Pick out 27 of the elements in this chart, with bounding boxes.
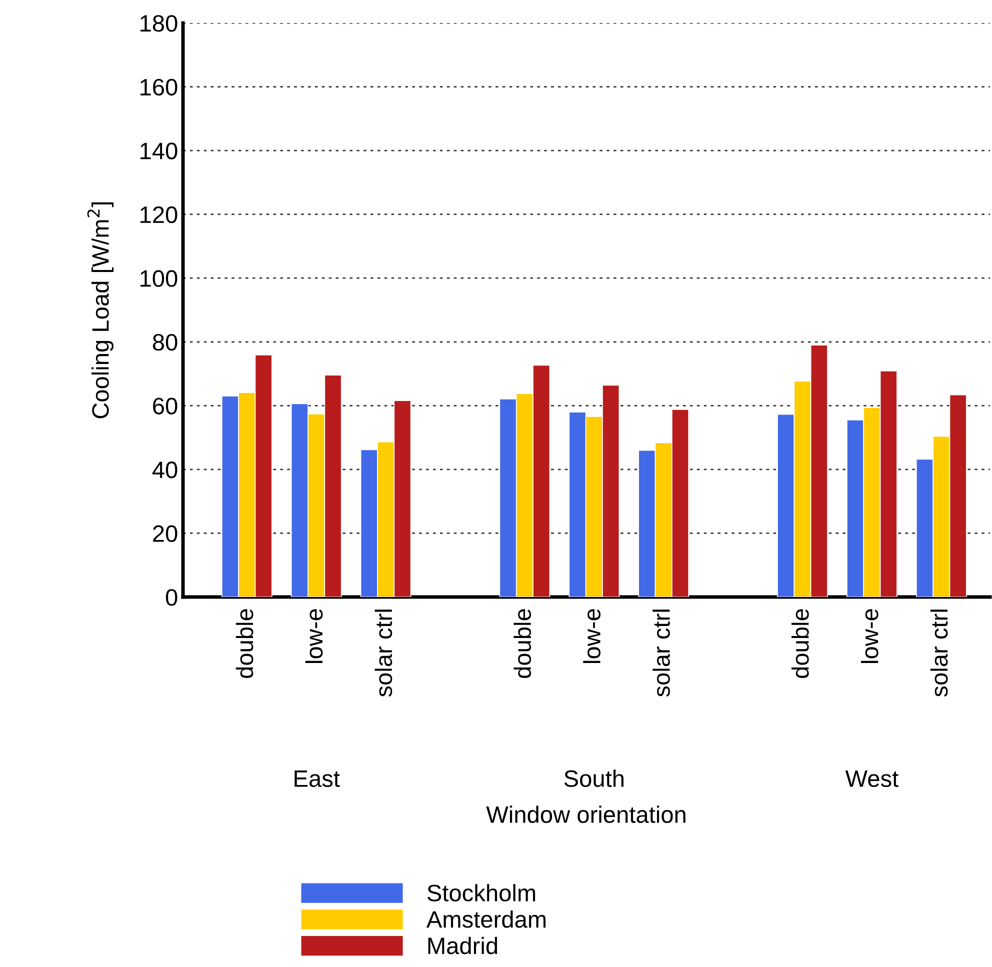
y-tick-label: 40 [152,462,178,478]
text: West [845,770,898,788]
x-axis-title: Window orientation [486,806,686,823]
y-tick-label: 160 [140,78,178,96]
x-tick-label: solar ctrl [374,610,392,697]
x-tick-label: solar ctrl [930,610,948,697]
y-tick-label: 140 [140,142,178,160]
x-tick-label: low-e [860,609,878,663]
y-axis-title: Cooling Load [W/m$^{2}$] [87,202,114,418]
y-tick-label: 120 [140,206,178,224]
text: South [564,770,624,788]
y-tick-label: 0 [166,589,178,606]
y-tick-label: 60 [153,398,178,414]
x-tick-label: double [514,609,532,678]
x-tick-label: low-e [305,609,323,663]
x-tick-label: double [791,609,809,678]
y-tick-label: 180 [140,15,178,32]
legend-label: Stockholm [427,884,536,902]
text: East [294,770,340,788]
x-tick-label: solar ctrl [652,610,670,697]
y-tick-label: 100 [140,270,178,287]
legend-label: Madrid [428,936,498,954]
x-tick-label: double [236,609,254,678]
y-tick-label: 20 [153,525,178,542]
legend-label: Amsterdam [426,910,546,928]
x-tick-label: low-e [583,609,600,663]
y-tick-label: 80 [152,334,178,351]
